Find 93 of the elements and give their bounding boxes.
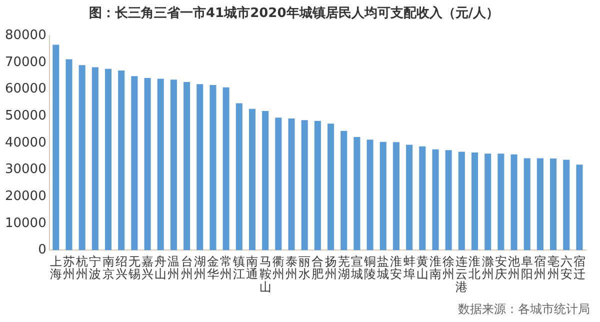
- bar: [445, 150, 452, 250]
- bar: [66, 59, 72, 250]
- bar: [392, 142, 400, 250]
- x-tick-label: 无锡: [127, 254, 140, 282]
- bar: [262, 110, 269, 250]
- bar: [484, 154, 492, 250]
- bar: [314, 120, 321, 250]
- x-tick-label: 池州: [508, 254, 520, 282]
- x-tick-label: 宁波: [89, 254, 102, 282]
- x-tick-label: 上海: [50, 254, 62, 282]
- x-tick-label: 铜陵: [363, 254, 376, 282]
- bar: [510, 154, 518, 250]
- bar: [536, 158, 544, 250]
- x-tick-label: 衢州: [272, 254, 284, 282]
- bar: [301, 120, 308, 250]
- bar: [222, 87, 230, 250]
- bar: [419, 146, 426, 250]
- x-tick-label: 滁州: [482, 254, 494, 282]
- bar: [406, 144, 413, 250]
- x-tick-label: 亳州: [547, 254, 560, 282]
- y-tick-label: 80000: [4, 28, 46, 43]
- bar: [210, 84, 216, 250]
- bar: [380, 142, 386, 250]
- bar: [327, 124, 334, 250]
- x-tick-label: 湖州: [194, 254, 206, 282]
- x-tick-label: 连云港: [456, 254, 468, 294]
- bar: [170, 80, 177, 250]
- x-tick-label: 绍兴: [115, 254, 128, 282]
- bar: [104, 68, 112, 250]
- y-tick-label: 40000: [4, 135, 46, 150]
- bar: [118, 70, 125, 250]
- y-tick-label: 50000: [4, 108, 46, 124]
- x-tick-label: 丽水: [298, 254, 311, 282]
- x-tick-label: 杭州: [75, 254, 88, 282]
- x-tick-label: 宿州: [534, 254, 546, 282]
- x-tick-label: 泰州: [286, 254, 298, 282]
- bar: [275, 118, 282, 250]
- x-tick-label: 南通: [246, 254, 258, 282]
- x-tick-label: 黄山: [416, 254, 428, 282]
- x-tick-label: 金华: [206, 254, 219, 282]
- bar: [550, 158, 557, 250]
- x-tick-label: 阜阳: [521, 254, 534, 282]
- x-tick-label: 常州: [220, 254, 232, 282]
- x-tick-label: 蚌埠: [402, 254, 416, 282]
- bar: [340, 130, 348, 250]
- bar: [52, 44, 60, 250]
- x-tick-label: 淮北: [468, 254, 481, 282]
- bar: [498, 154, 504, 250]
- y-tick-label: 20000: [4, 188, 46, 204]
- bar: [354, 137, 360, 250]
- bar: [92, 67, 98, 250]
- x-tick-label: 安庆: [494, 254, 507, 282]
- x-tick-label: 宣城: [350, 254, 363, 282]
- bar: [288, 118, 295, 250]
- bar: [471, 152, 478, 250]
- bar: [366, 140, 374, 250]
- x-tick-label: 六安: [560, 254, 572, 282]
- y-tick-label: 0: [38, 242, 46, 258]
- x-tick-label: 马鞍山: [259, 254, 272, 294]
- bar: [131, 76, 138, 250]
- x-tick-label: 合肥: [312, 254, 324, 282]
- x-tick-label: 芜湖: [338, 254, 350, 282]
- bar: [157, 78, 164, 250]
- bar: [184, 82, 190, 250]
- bar: [78, 65, 86, 250]
- x-tick-label: 徐州: [442, 254, 455, 282]
- bar: [524, 158, 530, 250]
- x-tick-label: 盐城: [376, 254, 390, 282]
- x-tick-label: 温州: [168, 254, 180, 282]
- x-tick-label: 台州: [180, 254, 193, 282]
- x-tick-label: 扬州: [324, 254, 337, 282]
- y-tick-label: 60000: [4, 82, 46, 97]
- bar: [563, 160, 570, 250]
- chart-title: 图：长三角三省一市41城市2020年城镇居民人均可支配收入（元/人）: [88, 5, 500, 22]
- bar: [144, 78, 151, 250]
- bar: [248, 108, 256, 250]
- x-tick-label: 淮安: [390, 254, 402, 282]
- bar: [196, 84, 204, 250]
- x-tick-label: 宿迁: [573, 254, 586, 282]
- source-note: 数据来源：各城市统计局: [458, 301, 590, 318]
- y-tick-label: 10000: [4, 216, 46, 231]
- x-tick-label: 淮南: [429, 254, 442, 282]
- y-tick-label: 70000: [4, 54, 46, 70]
- y-tick-label: 30000: [4, 162, 46, 178]
- x-tick-label: 南京: [102, 254, 114, 282]
- x-tick-label: 嘉兴: [142, 254, 154, 282]
- bar: [432, 149, 439, 250]
- bar: [458, 152, 465, 250]
- x-tick-label: 舟山: [154, 254, 167, 282]
- x-tick-label: 苏州: [62, 254, 75, 282]
- bar: [236, 103, 242, 250]
- x-tick-label: 镇江: [232, 254, 246, 282]
- bar: [576, 164, 583, 250]
